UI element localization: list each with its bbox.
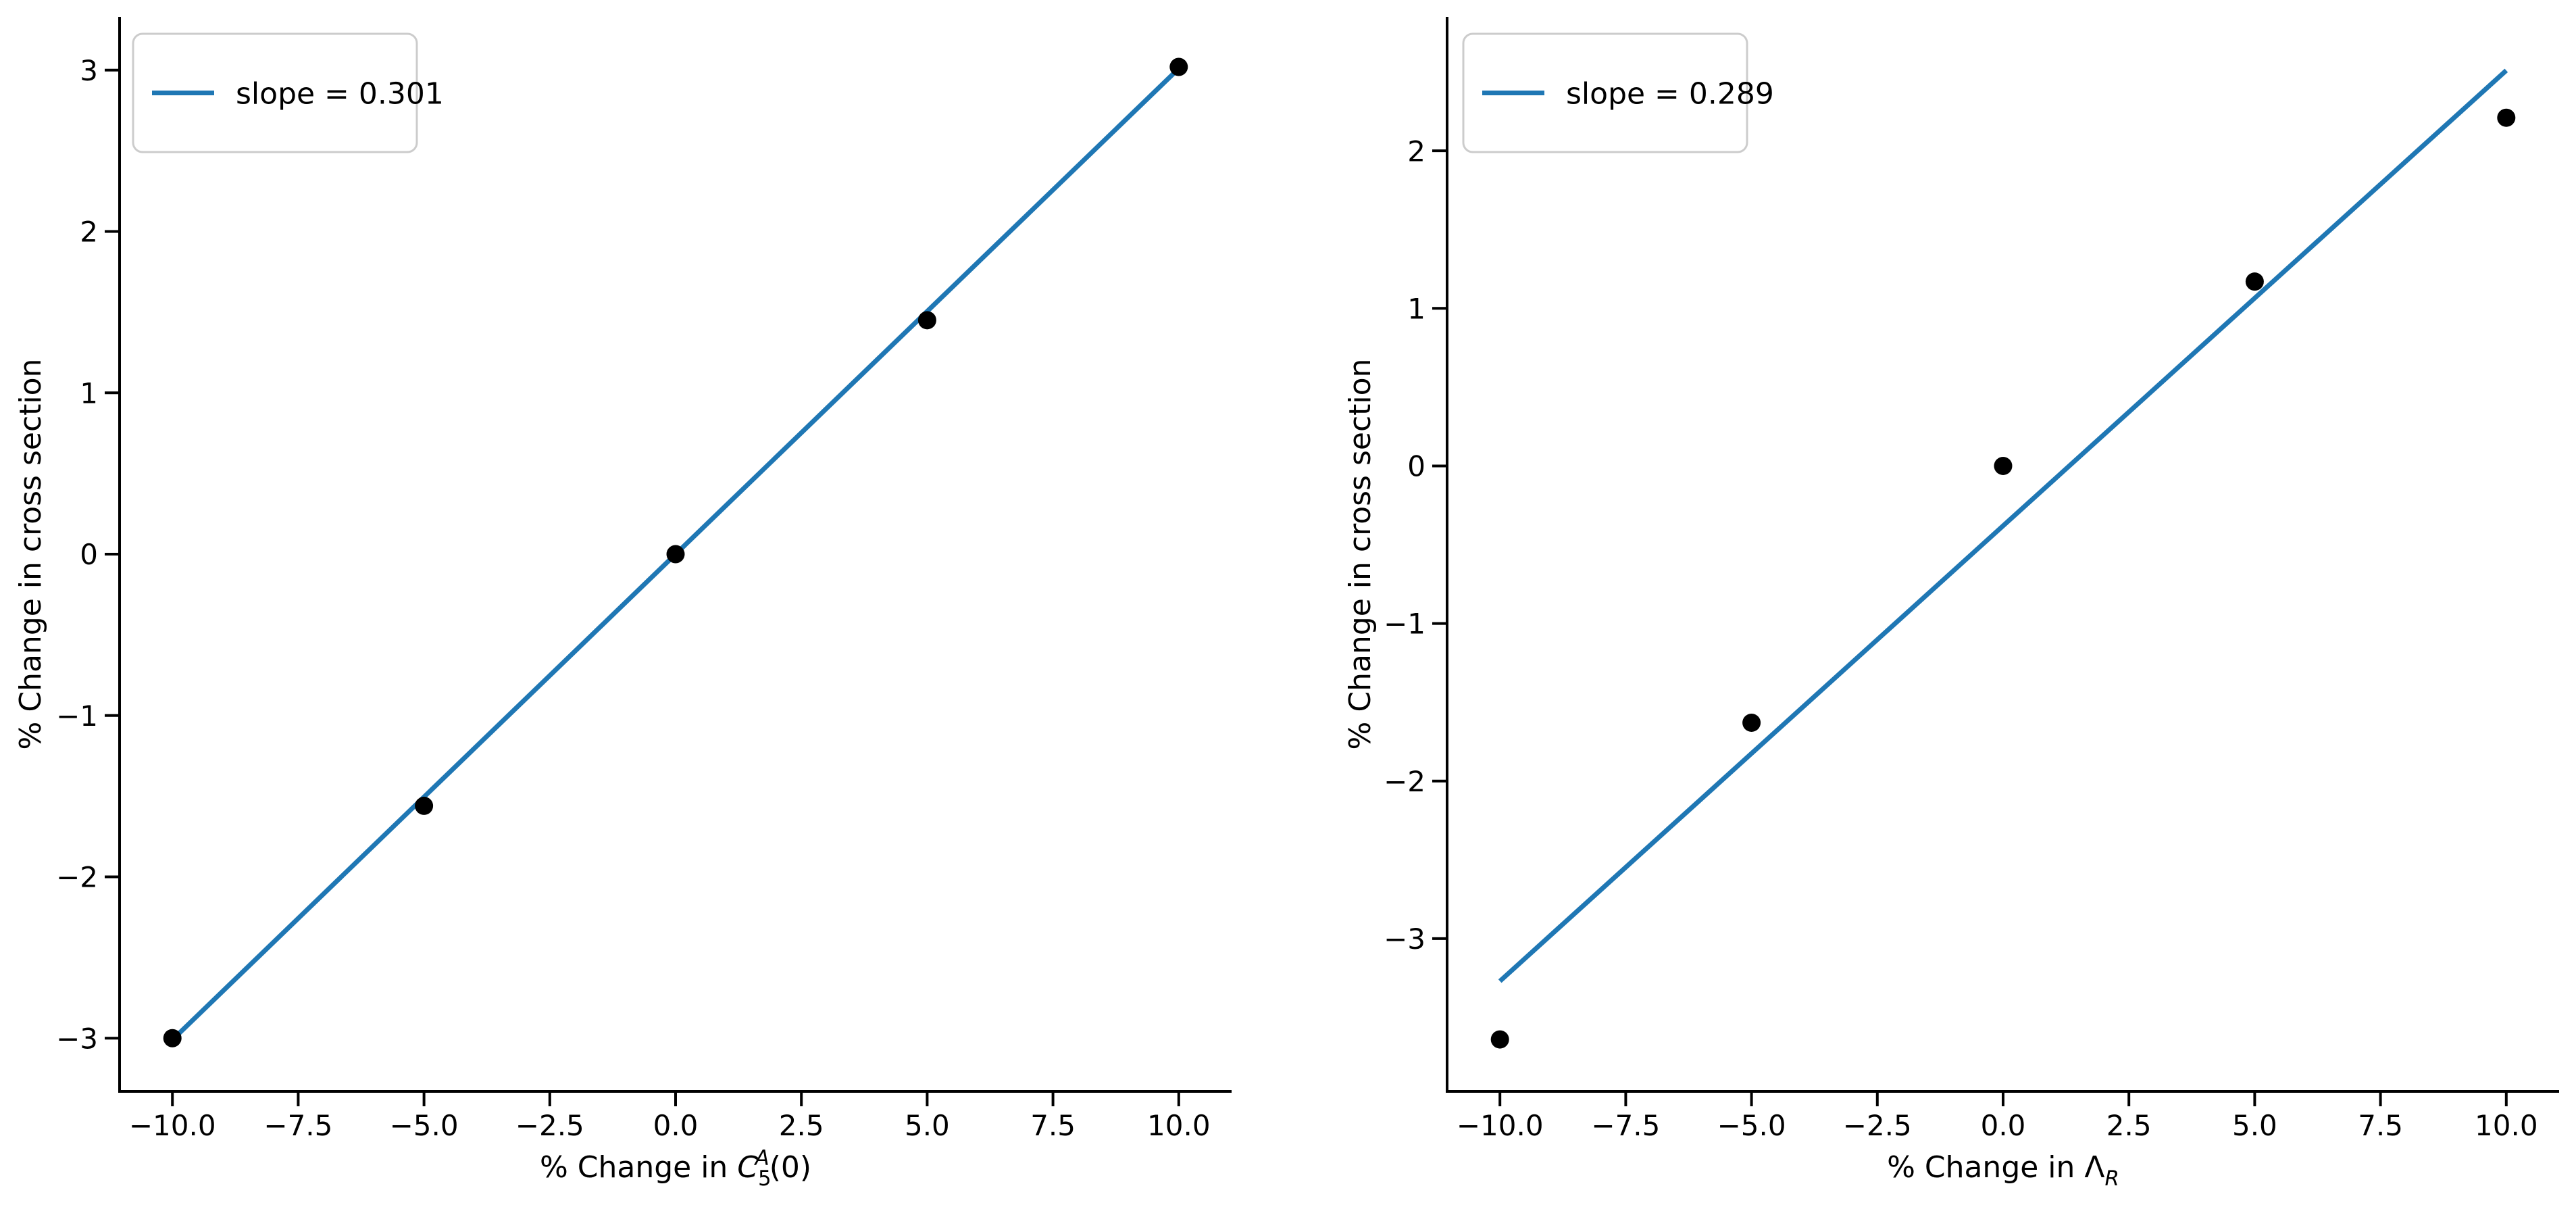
data-point [917, 311, 936, 330]
x-axis-tick-label: 10.0 [1147, 1109, 1211, 1142]
data-point [666, 545, 685, 564]
fit-line [1498, 68, 2508, 983]
legend: slope = 0.301 [132, 32, 444, 153]
x-axis-tick-label: 0.0 [1981, 1109, 2026, 1142]
y-axis-tick-label: −3 [56, 1022, 98, 1055]
x-axis-tick-label: 2.5 [2106, 1109, 2152, 1142]
data-point [1490, 1030, 1509, 1049]
chart-sensitivity-c5a: −10.0 −7.5 −5.0 −2.5 0.0 2.5 5.0 7.5 10.0 −3 −2 −1 0… [14, 17, 1232, 1191]
data-point [163, 1029, 182, 1047]
y-axis-tick-label: 0 [80, 538, 98, 571]
y-axis-tick-label: 2 [80, 216, 98, 249]
y-axis-tick-label: −2 [56, 861, 98, 894]
y-axis-tick-label: 2 [1407, 134, 1425, 168]
x-axis-tick-label: −10.0 [1457, 1109, 1544, 1142]
x-axis-label: % Change in C5A(0) [540, 1146, 811, 1191]
x-axis-tick-label: −10.0 [129, 1109, 216, 1142]
x-axis-tick-label: −7.5 [263, 1109, 332, 1142]
data-point [1742, 713, 1761, 732]
y-axis-label: % Change in cross section [1343, 359, 1378, 750]
legend-box [132, 32, 418, 153]
data-point [415, 796, 434, 815]
x-axis-tick-label: 2.5 [779, 1109, 824, 1142]
y-axis-tick-label: −3 [1384, 922, 1425, 956]
data-point [1169, 57, 1188, 76]
x-axis-tick-label: −7.5 [1591, 1109, 1660, 1142]
x-axis-tick-label: 5.0 [905, 1109, 950, 1142]
y-axis-tick-label: 1 [1407, 292, 1425, 325]
data-point [2497, 108, 2516, 127]
x-axis-tick-label: 5.0 [2232, 1109, 2277, 1142]
chart-sensitivity-lambda-r: −10.0 −7.5 −5.0 −2.5 0.0 2.5 5.0 7.5 10.0 −3 −2 −1 0… [1343, 17, 2559, 1191]
x-axis-tick-label: 7.5 [2358, 1109, 2403, 1142]
x-axis-tick-label: 7.5 [1030, 1109, 1076, 1142]
legend-label: slope = 0.289 [1566, 76, 1774, 111]
x-axis-tick-label: 0.0 [653, 1109, 699, 1142]
x-axis-label: % Change in ΛR [1887, 1150, 2119, 1191]
y-axis-tick-label: 3 [80, 54, 98, 87]
x-axis-tick-label: −5.0 [1717, 1109, 1786, 1142]
y-axis-tick-label: 1 [80, 376, 98, 410]
y-axis-label: % Change in cross section [14, 359, 48, 750]
y-axis-tick-label: −1 [1384, 608, 1425, 641]
x-axis-tick-label: −5.0 [390, 1109, 459, 1142]
data-point [2245, 272, 2264, 291]
y-axis-tick-label: −2 [1384, 765, 1425, 798]
legend-box [1462, 32, 1748, 153]
y-axis-tick-label: −1 [56, 699, 98, 733]
y-axis-tick-label: 0 [1407, 450, 1425, 483]
x-axis-tick-label: −2.5 [1843, 1109, 1912, 1142]
data-point [1994, 456, 2013, 475]
legend: slope = 0.289 [1462, 32, 1774, 153]
x-axis-tick-label: 10.0 [2475, 1109, 2538, 1142]
x-axis-tick-label: −2.5 [515, 1109, 584, 1142]
legend-label: slope = 0.301 [236, 76, 444, 111]
